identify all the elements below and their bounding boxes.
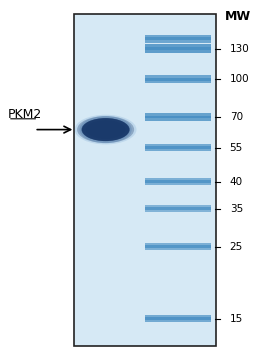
Bar xyxy=(145,44,211,53)
Bar xyxy=(145,245,211,248)
Text: 100: 100 xyxy=(230,74,249,84)
Ellipse shape xyxy=(81,118,130,141)
Ellipse shape xyxy=(77,116,134,143)
Bar xyxy=(145,78,211,81)
Text: 35: 35 xyxy=(230,204,243,214)
Bar xyxy=(145,35,211,43)
Text: 130: 130 xyxy=(230,44,249,54)
Ellipse shape xyxy=(90,122,121,137)
Bar xyxy=(145,317,211,320)
Bar xyxy=(145,47,211,50)
Bar xyxy=(145,315,211,323)
Ellipse shape xyxy=(86,120,126,139)
Bar xyxy=(145,116,211,118)
Text: 15: 15 xyxy=(230,314,243,324)
Text: 25: 25 xyxy=(230,242,243,252)
Bar xyxy=(145,144,211,152)
Bar xyxy=(145,178,211,185)
Bar xyxy=(74,14,216,346)
Bar xyxy=(145,37,211,40)
Text: PKM2: PKM2 xyxy=(8,108,42,121)
Bar xyxy=(145,206,211,212)
Ellipse shape xyxy=(82,118,129,141)
Text: MW: MW xyxy=(225,10,251,23)
Bar xyxy=(145,113,211,121)
Bar xyxy=(145,243,211,250)
Bar xyxy=(145,180,211,183)
Ellipse shape xyxy=(94,124,117,135)
Bar xyxy=(145,75,211,83)
Text: 70: 70 xyxy=(230,112,243,122)
Ellipse shape xyxy=(79,116,132,143)
Ellipse shape xyxy=(75,115,136,144)
Text: 55: 55 xyxy=(230,143,243,153)
Bar xyxy=(145,146,211,149)
Bar xyxy=(145,207,211,210)
Text: 40: 40 xyxy=(230,177,243,187)
